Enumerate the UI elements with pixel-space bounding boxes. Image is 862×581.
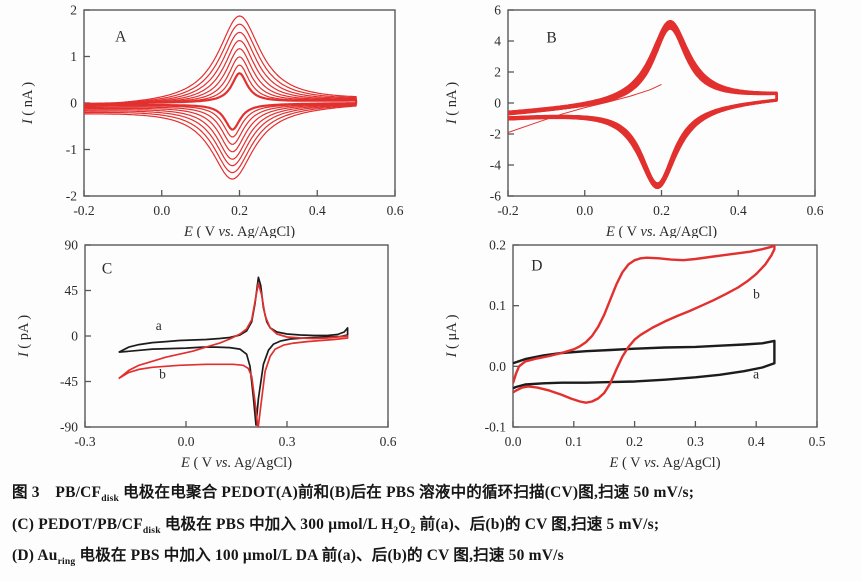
y-tick-label: -4 <box>490 158 501 173</box>
panel-a-chart: -0.2 0.0 0.2 0.4 0.6 -2 -1 0 1 2 E ( V vs. Ag/AgCl… <box>20 3 404 239</box>
y-tick-label: -1 <box>66 142 77 157</box>
curve-label: b <box>753 286 760 301</box>
y-tick-label: 0.1 <box>489 298 506 313</box>
x-tick-label: 0.1 <box>565 434 582 449</box>
y-tick-label: 90 <box>65 238 79 253</box>
series-group <box>508 20 778 190</box>
axis-label: E ( V vs. Ag/AgCl) <box>183 224 295 238</box>
curve-label: a <box>753 366 759 381</box>
cv-cycle-9 <box>508 20 778 190</box>
x-tick-label: 0.3 <box>687 434 704 449</box>
figure-caption-line: (D) Auring 电极在 PBS 中加入 100 μmol/L DA 前(a… <box>12 547 564 568</box>
panel-d-chart: 0.0 0.1 0.2 0.3 0.4 0.5-0.10.00.10.2E ( V vs.… <box>444 238 826 471</box>
axis-label: E ( V vs. Ag/AgCl) <box>605 224 717 238</box>
axis-label: E ( V vs. Ag/AgCl) <box>608 455 720 471</box>
panel-b-chart: -0.2 0.0 0.2 0.4 0.6 -6 -4 -2 0 2 4 6 E ( V vs. Ag/A… <box>444 3 824 239</box>
x-tick-label: 0.4 <box>730 203 747 218</box>
axis-label: E ( V vs. Ag/AgCl) <box>180 455 292 471</box>
figure-caption-line: (C) PEDOT/PB/CFdisk 电极在 PBS 中加入 300 μmol… <box>12 515 660 536</box>
y-tick-label: -90 <box>60 420 78 435</box>
plot-frame <box>512 244 818 428</box>
curve-b-after-DA <box>513 245 776 404</box>
x-tick-label: 0.6 <box>387 203 404 218</box>
y-tick-label: 0.0 <box>489 359 506 374</box>
curve-label: b <box>159 366 166 381</box>
x-tick-label: 0.6 <box>807 203 824 218</box>
cv-cycle-8 <box>84 15 357 180</box>
x-tick-label: 0.0 <box>178 434 195 449</box>
curve-b-after-H2O2 <box>118 282 349 427</box>
curve-a-before-H2O2 <box>118 276 349 426</box>
x-tick-label: 0.4 <box>309 203 326 218</box>
panel-letter: A <box>115 29 127 46</box>
series-group <box>118 276 349 427</box>
x-tick-label: 0.3 <box>279 434 296 449</box>
x-tick-label: -0.3 <box>74 434 96 449</box>
curve-label: a <box>156 318 162 333</box>
y-tick-label: 0 <box>70 96 77 111</box>
panel-letter: C <box>102 260 112 277</box>
first-sweep <box>508 83 662 133</box>
x-tick-label: 0.2 <box>231 203 248 218</box>
x-tick-label: -0.2 <box>497 203 518 218</box>
curve-a-before-DA <box>513 339 776 390</box>
y-tick-label: 45 <box>65 283 79 298</box>
y-tick-label: -2 <box>66 189 77 204</box>
y-tick-label: 0 <box>71 329 78 344</box>
x-tick-label: 0.2 <box>653 203 670 218</box>
figure-caption-line: 图 3 PB/CFdisk 电极在电聚合 PEDOT(A)前和(B)后在 PBS… <box>12 484 695 505</box>
axis-label: I ( nA ) <box>444 82 460 125</box>
series-group <box>84 15 358 180</box>
x-tick-label: -0.2 <box>73 203 94 218</box>
y-tick-label: 2 <box>70 3 77 18</box>
x-tick-label: 0.0 <box>153 203 170 218</box>
x-tick-label: 0.2 <box>626 434 643 449</box>
y-tick-label: -0.1 <box>485 420 506 435</box>
y-tick-label: 2 <box>494 65 501 80</box>
y-tick-label: 0 <box>494 96 501 111</box>
y-tick-label: 4 <box>494 34 501 49</box>
panel-letter: B <box>546 30 556 47</box>
axis-label: I ( pA ) <box>16 315 32 358</box>
y-tick-label: -6 <box>490 189 501 204</box>
y-tick-label: 6 <box>494 3 501 18</box>
x-tick-label: 0.4 <box>748 434 765 449</box>
x-tick-label: 0.6 <box>380 434 397 449</box>
figure-caption: 图 3 PB/CFdisk 电极在电聚合 PEDOT(A)前和(B)后在 PBS… <box>12 483 852 578</box>
panel-letter: D <box>531 257 542 274</box>
y-tick-label: 0.2 <box>489 238 506 253</box>
x-tick-label: 0.0 <box>505 434 522 449</box>
axis-label: I ( μA ) <box>444 314 460 358</box>
y-tick-label: 1 <box>70 49 77 64</box>
y-tick-label: -2 <box>490 127 501 142</box>
axis-label: I ( nA ) <box>20 82 36 125</box>
panel-c-chart: -0.3 0.0 0.3 0.6 -90 -45 0 45 90 E ( V vs. Ag/AgC… <box>16 238 397 471</box>
y-tick-label: -45 <box>60 374 78 389</box>
series-group <box>513 245 776 404</box>
x-tick-label: 0.5 <box>809 434 826 449</box>
x-tick-label: 0.0 <box>576 203 593 218</box>
